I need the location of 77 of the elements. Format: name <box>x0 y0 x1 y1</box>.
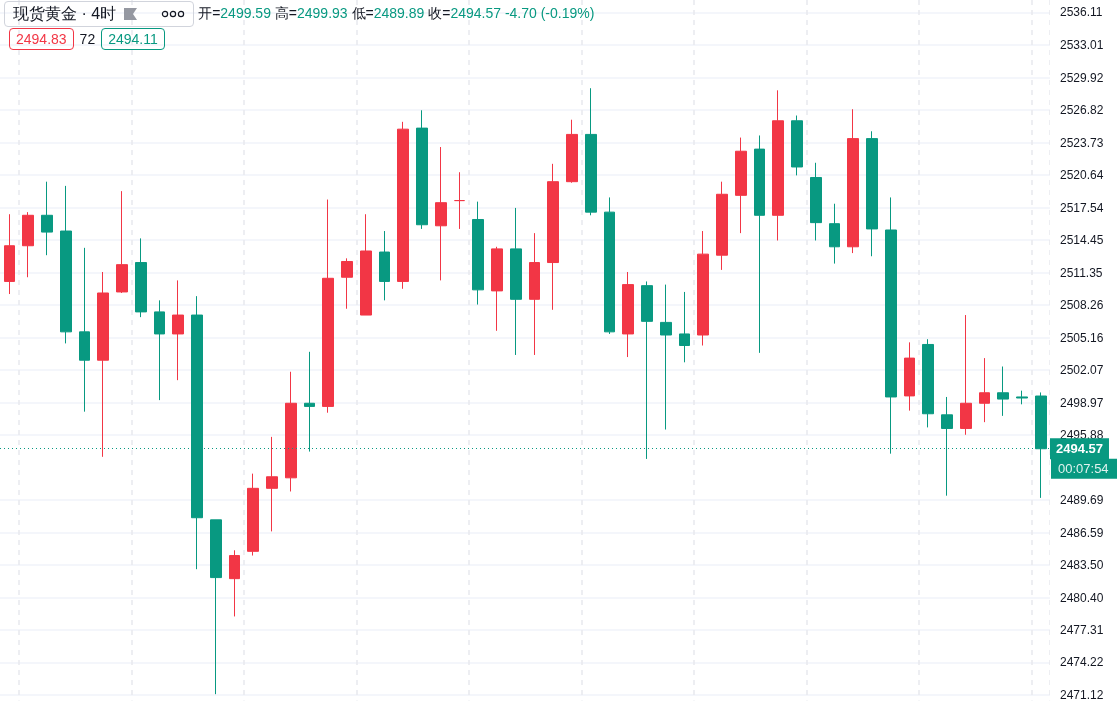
candlestick <box>22 211 34 278</box>
y-tick-label: 2526.82 <box>1060 103 1104 118</box>
candlestick <box>247 473 259 557</box>
y-tick-label: 2533.01 <box>1060 38 1104 53</box>
y-tick-label: 2502.07 <box>1060 362 1104 377</box>
y-tick-label: 2536.11 <box>1060 5 1103 20</box>
annotation: 2494.83 <box>9 28 74 50</box>
y-tick-label: 2477.31 <box>1060 622 1104 637</box>
candlestick <box>791 115 803 176</box>
candlestick <box>960 314 972 436</box>
candlestick <box>566 119 578 184</box>
candlestick <box>810 162 822 241</box>
y-tick-label: 2474.22 <box>1060 655 1104 670</box>
y-tick-label: 2505.16 <box>1060 330 1104 345</box>
candlestick <box>679 291 690 363</box>
y-tick-label: 2483.50 <box>1060 557 1104 572</box>
y-tick-label: 2511.35 <box>1060 265 1103 280</box>
candlestick <box>697 230 709 346</box>
candlestick <box>772 89 784 241</box>
y-tick-label: 2486.59 <box>1060 525 1104 540</box>
text: 00:07:54 <box>1058 460 1109 476</box>
candlestick <box>585 87 597 216</box>
candlestick <box>4 213 15 295</box>
candlestick <box>435 146 447 281</box>
candlestick <box>60 185 72 344</box>
y-tick-label: 2471.12 <box>1060 688 1104 701</box>
annotation: 2494.11 <box>101 28 165 50</box>
y-tick-label: 2529.92 <box>1060 70 1104 85</box>
y-tick-label: 2520.64 <box>1060 167 1104 182</box>
ref-line-label: 2494.57 <box>1056 441 1103 457</box>
candlestick <box>79 247 90 413</box>
candlestick <box>322 199 334 414</box>
candlestick <box>229 549 240 617</box>
text: 开=2499.59 高=2499.93 低=2489.89 收=2494.57 -4.70 (-0.19%) <box>198 5 595 21</box>
candlestick <box>154 299 165 401</box>
annotation: 72 <box>79 31 96 47</box>
candlestick <box>1016 390 1028 405</box>
y-tick-label: 2514.45 <box>1060 232 1104 247</box>
candlestick <box>529 232 540 356</box>
candlestick <box>97 271 109 458</box>
y-tick-label: 2508.26 <box>1060 297 1104 312</box>
candlestick <box>866 130 878 257</box>
y-tick-label: 2489.69 <box>1060 492 1104 507</box>
candlestick <box>904 341 915 412</box>
candlestick <box>341 257 353 310</box>
candlestick <box>172 279 184 381</box>
candlestick <box>922 338 934 428</box>
candlestick <box>135 237 147 318</box>
candlestick <box>829 203 840 265</box>
candlestick <box>472 201 484 306</box>
candlestick <box>491 246 503 332</box>
candlestick <box>547 163 559 311</box>
candlestick <box>210 519 222 695</box>
y-tick-label: 2523.73 <box>1060 135 1104 150</box>
candlestick <box>622 271 634 358</box>
candlestick <box>41 181 53 256</box>
y-tick-label: 2480.40 <box>1060 590 1104 605</box>
y-tick-label: 2517.54 <box>1060 200 1104 215</box>
candlestick <box>716 181 728 271</box>
candlestick <box>604 196 615 335</box>
candlestick <box>360 213 372 316</box>
candlestick <box>116 190 128 294</box>
candlestick <box>285 371 297 492</box>
candlestick <box>397 121 409 290</box>
candlestick <box>416 109 428 230</box>
candlestick <box>379 230 390 301</box>
candlestick <box>266 436 278 532</box>
candlestick <box>735 137 747 234</box>
candlestick <box>997 366 1009 417</box>
candlestick <box>754 134 765 354</box>
candlestick <box>847 108 859 254</box>
candlestick <box>454 171 465 230</box>
candlestick <box>660 284 672 431</box>
candlestick <box>510 207 522 356</box>
chart-title: 现货黄金 · 4时 <box>13 3 117 24</box>
candlestick <box>979 357 990 423</box>
y-tick-label: 2498.97 <box>1060 395 1104 410</box>
